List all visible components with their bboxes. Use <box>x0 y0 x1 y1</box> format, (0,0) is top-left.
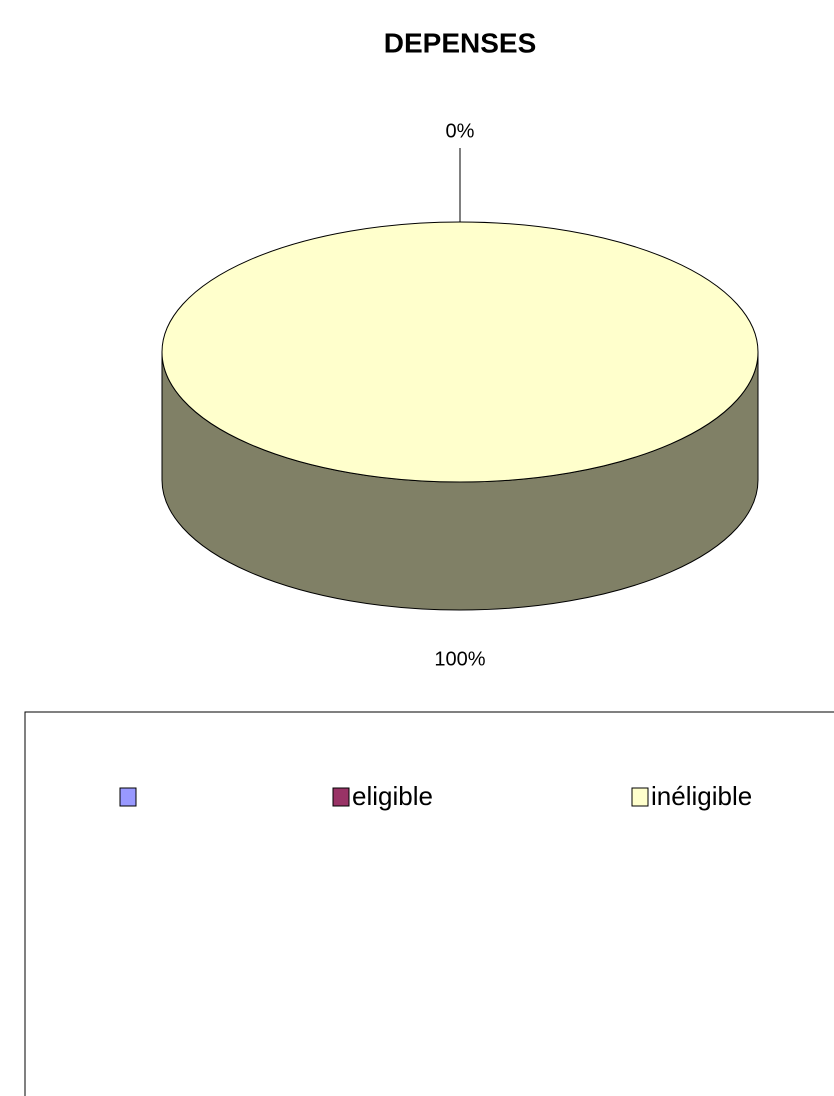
legend-swatch <box>332 787 350 807</box>
legend-swatch <box>631 787 649 807</box>
legend-label: eligible <box>352 781 433 811</box>
chart-title: DEPENSES <box>384 27 537 58</box>
legend-swatch <box>119 787 137 807</box>
legend-box <box>24 711 834 1096</box>
data-label: 0% <box>446 120 475 142</box>
legend-label: inéligible <box>651 781 752 811</box>
pie-slice <box>161 221 759 483</box>
data-label: 100% <box>434 648 485 670</box>
